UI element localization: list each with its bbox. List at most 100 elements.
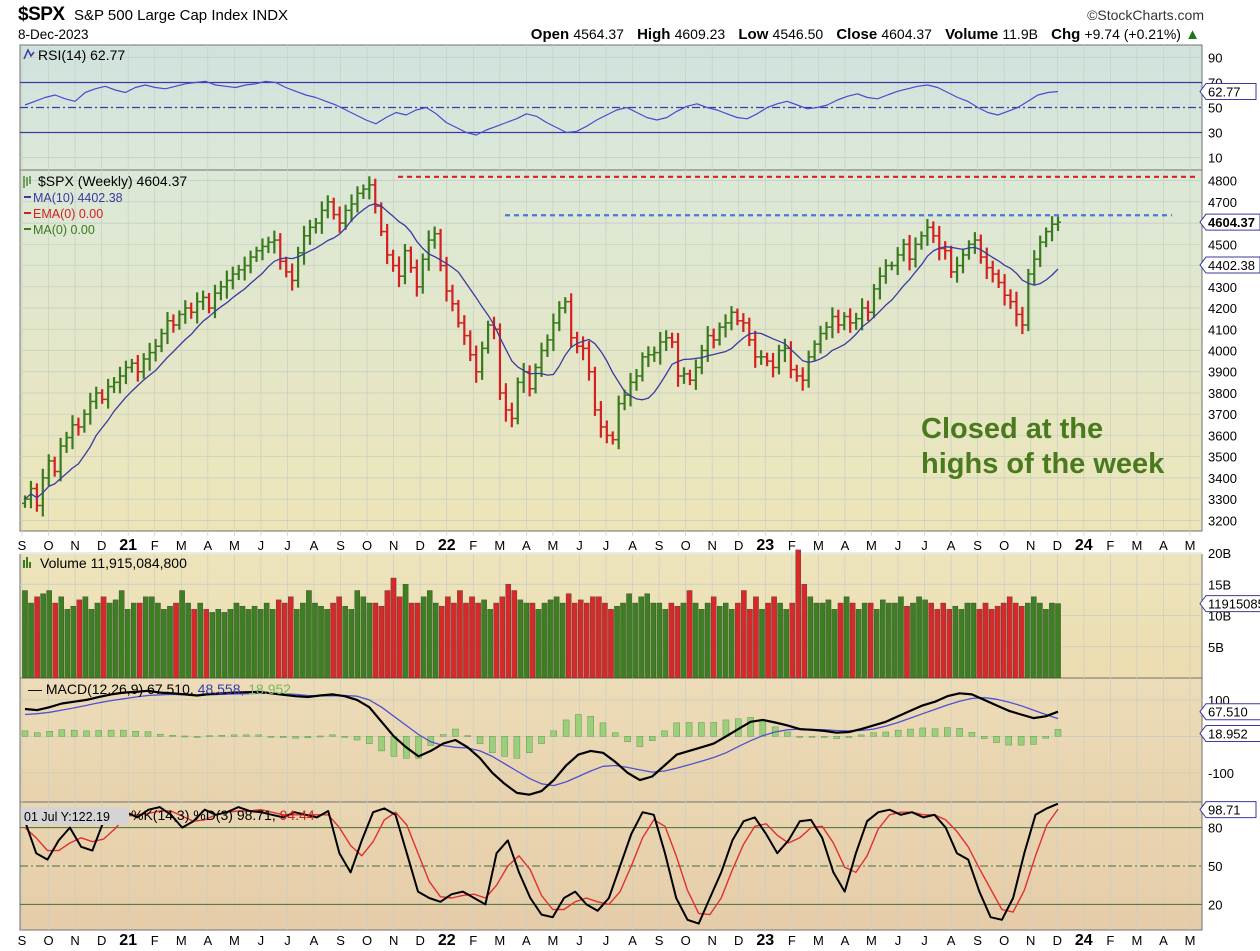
volume-bar: [318, 605, 324, 679]
volume-bar: [898, 596, 904, 679]
volume-bar: [1031, 596, 1037, 679]
x-axis-label: D: [97, 933, 106, 948]
macd-histogram-bar: [648, 736, 656, 741]
x-axis-label: A: [947, 933, 956, 948]
volume-bar: [124, 609, 131, 679]
volume-bar: [1043, 609, 1049, 679]
macd-histogram-bar: [280, 736, 287, 738]
volume-bar: [203, 609, 209, 679]
macd-histogram-bar: [304, 736, 312, 739]
low-value: 4546.50: [772, 26, 824, 42]
x-axis-label: A: [310, 933, 319, 948]
y-axis-label: 30: [1208, 126, 1222, 141]
y-axis-label: 10: [1208, 151, 1222, 166]
x-axis-label: S: [336, 933, 345, 948]
value-tag-box: [1199, 801, 1257, 819]
macd-histogram-bar: [464, 735, 471, 737]
macd-histogram-bar: [870, 732, 877, 737]
volume-bar: [378, 605, 385, 679]
stochastic-value-tag: 98.71: [1199, 801, 1257, 819]
macd-histogram-bar: [95, 730, 102, 737]
x-axis-label: O: [681, 538, 691, 553]
macd-histogram-bar: [747, 717, 754, 737]
volume-bar: [179, 590, 185, 679]
value-tag-text: 62.77: [1208, 85, 1241, 100]
volume-bar: [239, 605, 246, 679]
index-name: S&P 500 Large Cap Index INDX: [74, 7, 288, 24]
volume-bar: [765, 602, 771, 679]
macd-gridlines: [20, 699, 1202, 774]
volume-bar: [52, 602, 58, 679]
value-tag-text: 67.510: [1208, 705, 1248, 720]
x-axis-label: O: [999, 933, 1009, 948]
macd-histogram-bar: [292, 736, 299, 739]
macd-histogram-bar: [378, 736, 385, 752]
x-axis-label: F: [788, 933, 796, 948]
volume-label: Volume: [945, 26, 999, 43]
month-gridlines: [21, 45, 1191, 930]
volume-bar: [396, 596, 403, 679]
volume-bar: [426, 590, 433, 679]
macd-histogram-bar: [206, 735, 213, 737]
volume-bar: [300, 602, 306, 679]
volume-bar: [306, 590, 312, 679]
macd-histogram-bar: [1042, 736, 1049, 739]
volume-bar: [529, 602, 536, 679]
close-label: Close: [836, 26, 878, 43]
volume-bar: [729, 609, 735, 679]
macd-histogram-bar: [722, 719, 730, 737]
volume-bar: [874, 609, 880, 679]
volume-bar: [342, 605, 348, 679]
volume-bar: [420, 596, 427, 679]
price-legend: $SPX (Weekly) 4604.37 MA(10) 4402.38 EMA(0…: [23, 173, 187, 237]
x-axis-label: 23: [756, 537, 774, 554]
value-tag-text: 4402.38: [1208, 258, 1255, 273]
x-axis-label: M: [1131, 933, 1142, 948]
rsi-icon: [23, 48, 35, 60]
macd-histogram-bar: [452, 728, 459, 737]
macd-histogram-bar: [796, 736, 803, 738]
x-axis-label: J: [284, 933, 291, 948]
macd-histogram-bar: [34, 732, 41, 737]
x-axis-label: M: [494, 538, 505, 553]
y-axis-label: 3500: [1208, 450, 1237, 465]
x-axis-label: M: [494, 933, 505, 948]
volume-bar: [855, 609, 862, 679]
x-axis-label: N: [1026, 538, 1035, 553]
volume-bar: [215, 609, 222, 679]
x-axis-label: M: [813, 933, 824, 948]
high-label: High: [637, 26, 671, 43]
volume-bar: [58, 596, 64, 679]
macd-histogram-bar: [427, 736, 435, 746]
volume-bar: [710, 596, 717, 679]
stochastic-d-line: [24, 808, 1059, 916]
volume-value-tag: 11915085: [1199, 595, 1260, 613]
volume-bar: [777, 602, 783, 679]
macd-hist-tag: 18.952: [1199, 724, 1260, 742]
annotation-line-2: highs of the week: [921, 448, 1165, 480]
volume-bar: [819, 602, 826, 679]
volume-bar: [130, 602, 137, 679]
hover-readout-text: 01 Jul Y:122.19: [24, 810, 110, 824]
volume-bar: [233, 602, 240, 679]
y-axis-label: 3700: [1208, 407, 1237, 422]
x-axis-label: O: [43, 538, 53, 553]
volume-bar: [360, 596, 367, 679]
x-axis-label: J: [895, 538, 902, 553]
rsi-value-tag: 62.77: [1199, 83, 1257, 101]
macd-histogram-bar: [476, 736, 484, 744]
volume-bar: [716, 605, 723, 679]
up-arrow-icon: ▲: [1185, 26, 1200, 43]
x-axis-label: M: [176, 538, 187, 553]
macd-histogram-bar: [833, 736, 840, 739]
volume-bar: [698, 609, 705, 679]
x-axis-label: N: [1026, 933, 1035, 948]
brand-watermark[interactable]: ©StockCharts.com: [1087, 7, 1204, 23]
macd-histogram-bar: [685, 722, 693, 737]
volume-bar: [354, 590, 361, 679]
volume-bar: [578, 599, 584, 679]
volume-bar: [680, 602, 687, 679]
macd-histogram-bar: [698, 722, 705, 737]
x-axis-label: J: [921, 933, 928, 948]
